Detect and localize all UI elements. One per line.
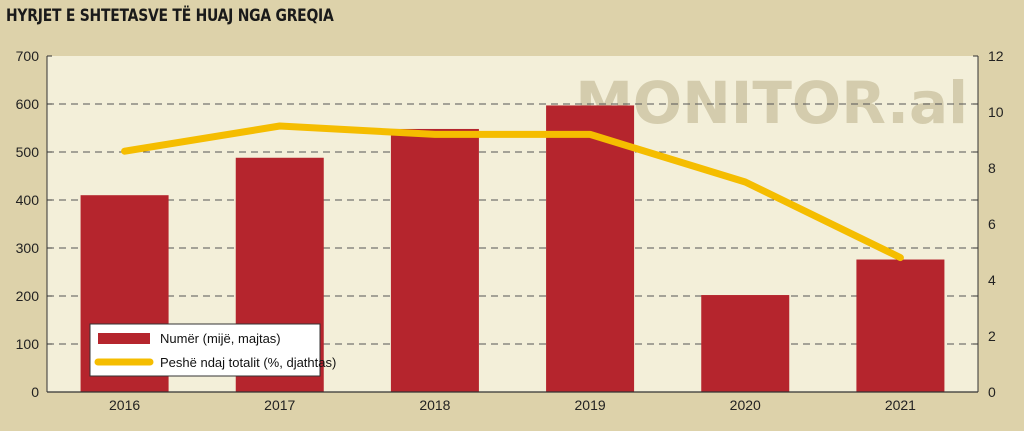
y-right-tick-0: 0 (988, 384, 996, 400)
legend: Numër (mijë, majtas) Peshë ndaj totalit … (89, 323, 336, 377)
line-path (121, 122, 904, 262)
y-right-tick-6: 12 (988, 48, 1004, 64)
x-tick-2018: 2018 (419, 397, 450, 413)
legend-label-line: Peshë ndaj totalit (%, djathtas) (160, 355, 336, 370)
y-right-tick-5: 10 (988, 104, 1004, 120)
bar-2021 (856, 259, 945, 392)
bar-2019 (546, 105, 635, 392)
x-tick-2021: 2021 (885, 397, 916, 413)
y-right-tick-1: 2 (988, 328, 996, 344)
x-tick-2016: 2016 (109, 397, 140, 413)
y-right-tick-2: 4 (988, 272, 996, 288)
y-right-tick-3: 6 (988, 216, 996, 232)
y-left-tick-6: 600 (16, 96, 40, 112)
x-tick-2017: 2017 (264, 397, 295, 413)
line-series (121, 122, 904, 262)
watermark-text: MONITOR.al (575, 69, 968, 137)
bar-2018 (390, 128, 479, 392)
y-right-tick-4: 8 (988, 160, 996, 176)
legend-label-bar: Numër (mijë, majtas) (160, 331, 281, 346)
y-left-tick-7: 700 (16, 48, 40, 64)
chart-title: HYRJET E SHTETASVE TË HUAJ NGA GREQIA (6, 6, 334, 26)
y-left-tick-0: 0 (31, 384, 39, 400)
x-tick-2019: 2019 (575, 397, 606, 413)
legend-box (89, 323, 321, 377)
y-left-tick-1: 100 (16, 336, 40, 352)
y-left-tick-3: 300 (16, 240, 40, 256)
y-left-tick-4: 400 (16, 192, 40, 208)
axes: 0 100 200 300 400 500 600 700 0 2 4 6 8 10 12 2016 2017 2… (16, 48, 1004, 413)
y-left-tick-5: 500 (16, 144, 40, 160)
x-tick-2020: 2020 (730, 397, 761, 413)
legend-swatch-bar (98, 333, 150, 344)
bar-2020 (701, 295, 790, 392)
y-left-tick-2: 200 (16, 288, 40, 304)
bar-series (80, 105, 945, 392)
